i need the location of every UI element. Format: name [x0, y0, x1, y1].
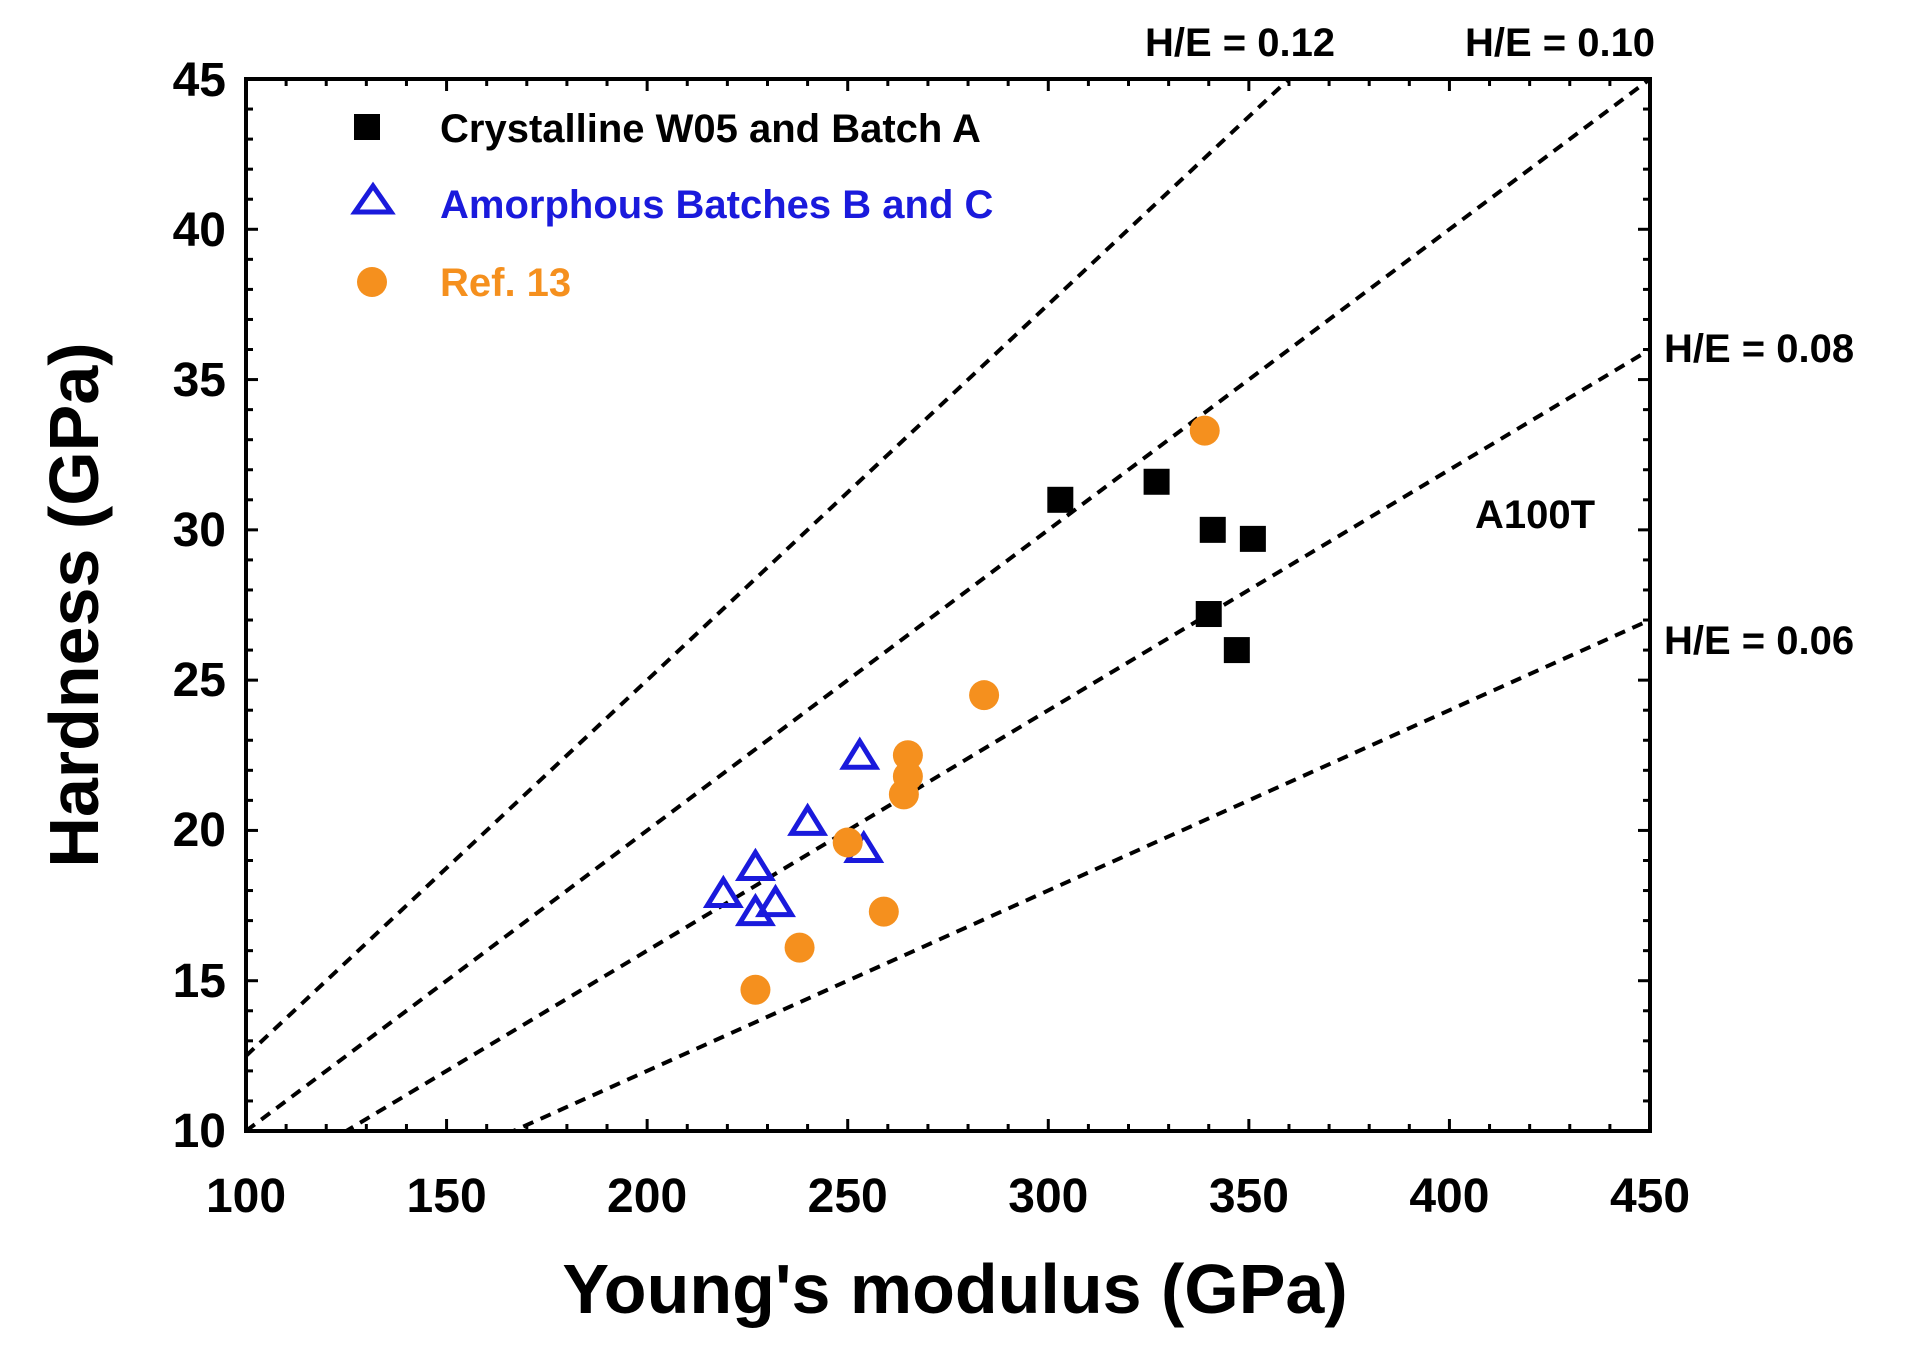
- legend-circle-marker: [357, 267, 387, 297]
- y-tick-label: 30: [173, 504, 226, 557]
- crystalline-point: [1223, 637, 1250, 664]
- x-tick-label: 450: [1610, 1170, 1690, 1223]
- y-tick-label: 10: [173, 1105, 226, 1158]
- legend-label-ref13: Ref. 13: [440, 261, 571, 305]
- x-tick-label: 400: [1409, 1170, 1489, 1223]
- y-axis-title: Hardness (GPa): [35, 342, 113, 867]
- x-axis-title: Young's modulus (GPa): [562, 1250, 1347, 1328]
- ref13-point: [832, 827, 863, 858]
- ref13-point: [969, 680, 1000, 711]
- amorphous-point: [787, 802, 829, 836]
- legend: Crystalline W05 and Batch A Amorphous Ba…: [350, 107, 993, 305]
- y-tick-label: 15: [173, 955, 226, 1008]
- legend-square-marker: [354, 114, 380, 140]
- crystalline-point: [1047, 486, 1074, 513]
- ref13-point: [740, 974, 771, 1005]
- x-tick-labels: 100 150 200 250 300 350 400 450: [206, 1170, 1690, 1223]
- y-tick-label: 20: [173, 804, 226, 857]
- ref-line: [342, 347, 1650, 1131]
- ref13-point: [868, 896, 899, 927]
- y-tick-label: 45: [173, 54, 226, 107]
- ref13-point: [1189, 415, 1220, 446]
- amorphous-point: [839, 736, 881, 770]
- x-tick-label: 100: [206, 1170, 286, 1223]
- plot-frame: [244, 77, 1652, 1133]
- ref13-point: [888, 779, 919, 810]
- legend-triangle-marker: [350, 181, 396, 215]
- crystalline-point: [1199, 516, 1226, 543]
- axis-ticks: [244, 77, 1652, 1133]
- legend-label-crystalline: Crystalline W05 and Batch A: [440, 107, 981, 151]
- x-tick-label: 350: [1209, 1170, 1289, 1223]
- amorphous-point: [734, 847, 776, 881]
- amorphous-point: [702, 874, 744, 909]
- ref13-point: [784, 932, 815, 963]
- ref-line-label-008: H/E = 0.08: [1664, 327, 1854, 371]
- amorphous-point: [755, 883, 796, 918]
- x-tick-label: 300: [1008, 1170, 1088, 1223]
- y-tick-labels: 10 15 20 25 30 35 40 45: [173, 54, 226, 1158]
- data-markers: [702, 415, 1266, 1005]
- ref-line: [246, 79, 1292, 1058]
- crystalline-point: [1143, 468, 1170, 495]
- ref13-point: [892, 740, 923, 771]
- amorphous-point: [734, 892, 776, 927]
- y-tick-label: 35: [173, 354, 226, 407]
- ref-line-label-012: H/E = 0.12: [1145, 21, 1335, 65]
- x-tick-label: 150: [407, 1170, 487, 1223]
- y-tick-label: 40: [173, 204, 226, 257]
- x-tick-label: 200: [607, 1170, 687, 1223]
- ref-line-label-006: H/E = 0.06: [1664, 619, 1854, 663]
- ref-line-label-010: H/E = 0.10: [1465, 21, 1655, 65]
- crystalline-point: [1239, 525, 1266, 552]
- y-tick-label: 25: [173, 654, 226, 707]
- annotation-a100t: A100T: [1475, 493, 1595, 537]
- reference-lines: [246, 79, 1650, 1131]
- ref-line: [508, 618, 1650, 1131]
- ref-line: [246, 79, 1650, 1131]
- legend-label-amorphous: Amorphous Batches B and C: [440, 183, 993, 227]
- crystalline-point: [1195, 601, 1222, 628]
- x-tick-label: 250: [808, 1170, 888, 1223]
